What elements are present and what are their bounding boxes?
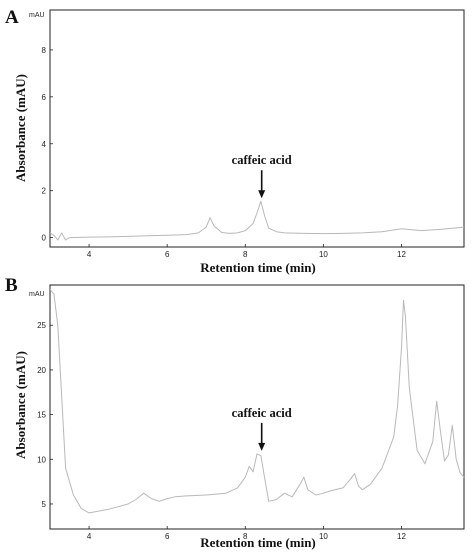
x-tick-label: 6	[165, 250, 170, 259]
panel-b-plot-frame	[49, 284, 465, 530]
y-tick-label: 20	[37, 366, 46, 375]
panel-a-annotation: caffeic acid	[232, 153, 292, 199]
panel-a-arrow-head	[258, 190, 266, 199]
panel-b-x-axis-title: Retention time (min)	[200, 535, 316, 550]
x-tick-label: 8	[243, 532, 248, 541]
panel-b: B mAU 5 10 15 20 25 4 6 8 10 12 caffeic acid Ret…	[5, 275, 465, 550]
x-tick-label: 10	[319, 532, 328, 541]
y-tick-label: 25	[37, 321, 46, 330]
panel-a-label: A	[5, 7, 19, 28]
panel-b-caffeic-acid-label: caffeic acid	[232, 406, 292, 420]
panel-b-trace	[49, 289, 465, 514]
panel-b-arrow-head	[258, 442, 266, 451]
panel-a: A mAU 0 2 4 6 8 4 6 8 10 12 caffeic acid Retenti…	[5, 7, 465, 275]
panel-a-x-axis-title: Retention time (min)	[200, 260, 316, 275]
panel-b-label: B	[5, 275, 18, 296]
y-tick-label: 2	[42, 187, 47, 196]
y-tick-label: 0	[42, 234, 47, 243]
panel-a-trace	[49, 200, 465, 241]
y-tick-label: 5	[42, 500, 47, 509]
x-tick-label: 12	[397, 250, 406, 259]
panel-b-x-ticks: 4 6 8 10 12	[87, 526, 407, 541]
panel-a-plot-frame	[49, 9, 465, 248]
x-tick-label: 4	[87, 532, 92, 541]
y-tick-label: 10	[37, 455, 46, 464]
y-tick-label: 8	[42, 46, 47, 55]
x-tick-label: 8	[243, 250, 248, 259]
y-tick-label: 15	[37, 411, 46, 420]
x-tick-label: 12	[397, 532, 406, 541]
x-tick-label: 4	[87, 250, 92, 259]
panel-a-x-ticks: 4 6 8 10 12	[87, 244, 407, 259]
y-tick-label: 6	[42, 93, 47, 102]
panel-a-unit-label: mAU	[29, 12, 45, 19]
x-tick-label: 10	[319, 250, 328, 259]
panel-b-unit-label: mAU	[29, 291, 45, 298]
panel-a-caffeic-acid-label: caffeic acid	[232, 153, 292, 167]
y-tick-label: 4	[42, 140, 47, 149]
panel-a-y-ticks: 0 2 4 6 8	[42, 46, 53, 243]
panel-b-y-ticks: 5 10 15 20 25	[37, 321, 53, 509]
panel-a-y-axis-title: Absorbance (mAU)	[13, 74, 28, 182]
x-tick-label: 6	[165, 532, 170, 541]
panel-b-annotation: caffeic acid	[232, 406, 292, 451]
panel-b-y-axis-title: Absorbance (mAU)	[13, 351, 28, 459]
